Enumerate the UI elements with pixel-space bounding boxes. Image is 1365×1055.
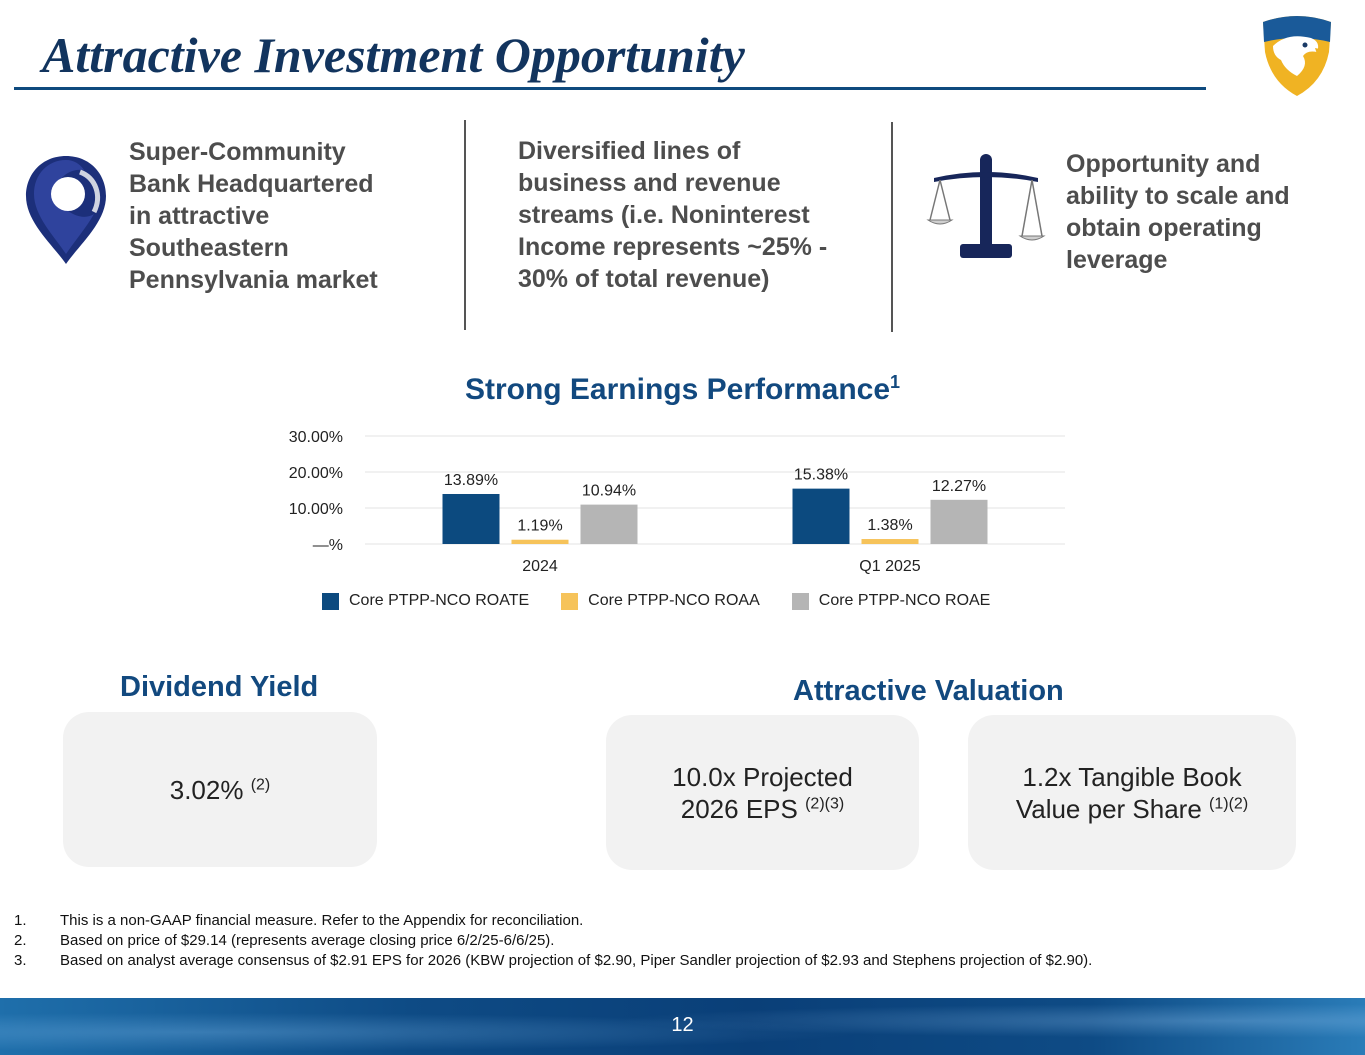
bar	[580, 504, 638, 544]
column-divider	[891, 122, 893, 332]
bar	[442, 493, 500, 544]
page-title: Attractive Investment Opportunity	[42, 27, 745, 83]
legend-item: Core PTPP-NCO ROAA	[561, 592, 760, 610]
map-pin-icon	[26, 156, 106, 264]
footnote: 3. Based on analyst average consensus of …	[14, 951, 1093, 969]
attractive-valuation-heading: Attractive Valuation	[793, 675, 1064, 707]
feature-headquarters-text: Super-Community Bank Headquartered in at…	[129, 138, 378, 294]
y-tick-label: 20.00%	[289, 465, 343, 482]
data-label: 10.94%	[582, 483, 636, 500]
footer-bar	[0, 998, 1365, 1055]
y-tick-label: 10.00%	[289, 501, 343, 518]
bar	[861, 539, 919, 544]
data-label: 15.38%	[794, 467, 848, 484]
legend-swatch-roate	[322, 592, 339, 610]
column-divider	[464, 120, 466, 330]
y-tick-label: —%	[313, 537, 343, 554]
y-tick-label: 30.00%	[289, 429, 343, 446]
x-tick-label: 2024	[522, 558, 558, 575]
footnotes: 1. This is a non-GAAP financial measure. …	[14, 910, 1092, 970]
chart-legend: Core PTPP-NCO ROATE Core PTPP-NCO ROAA C…	[322, 592, 1022, 610]
legend-swatch-roaa	[561, 592, 579, 610]
projected-eps-box: 10.0x Projected 2026 EPS (2)(3)	[606, 715, 919, 870]
data-label: 1.38%	[867, 517, 912, 534]
balance-scale-icon	[926, 154, 1046, 258]
feature-scale-text: Opportunity and ability to scale and obt…	[1066, 150, 1290, 274]
earnings-bar-chart: —% 10.00% 20.00% 30.00% 13.89% 1.19% 10.94% 202…	[289, 429, 1065, 575]
feature-revenue-text: Diversified lines of business and revenu…	[518, 137, 828, 293]
dividend-yield-heading: Dividend Yield	[120, 671, 319, 703]
chart-title: Strong Earnings Performance1	[464, 372, 901, 406]
data-label: 1.19%	[517, 518, 562, 535]
data-label: 12.27%	[932, 478, 986, 495]
footnote: 1. This is a non-GAAP financial measure. …	[14, 911, 584, 929]
data-label: 13.89%	[444, 472, 498, 489]
legend-swatch-roae	[791, 592, 809, 610]
bar	[792, 488, 850, 544]
title-underline	[14, 87, 1206, 90]
tangible-book-box: 1.2x Tangible Book Value per Share (1)(2…	[968, 715, 1296, 870]
bar	[511, 539, 569, 544]
page-number: 12	[671, 1014, 694, 1036]
dividend-yield-box: 3.02% (2)	[63, 712, 377, 867]
legend-item: Core PTPP-NCO ROAE	[791, 592, 990, 610]
footnote: 2. Based on price of $29.14 (represents a…	[14, 931, 555, 949]
x-tick-label: Q1 2025	[859, 558, 920, 575]
legend-item: Core PTPP-NCO ROATE	[322, 592, 529, 610]
bar	[930, 499, 988, 544]
eagle-shield-icon	[1263, 16, 1331, 96]
